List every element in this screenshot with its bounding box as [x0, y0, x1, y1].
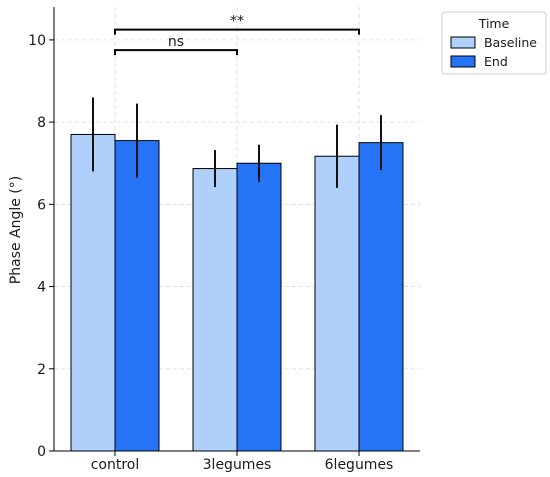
- bar-baseline-3legumes: [192, 168, 238, 452]
- x-tick-label: control: [91, 457, 140, 473]
- y-tick-label: 2: [37, 362, 46, 378]
- significance-bracket: [114, 28, 360, 35]
- legend-label-baseline: Baseline: [484, 35, 537, 50]
- y-tick-label: 4: [37, 280, 46, 296]
- bar-end-control: [114, 140, 160, 452]
- legend-swatch-end: [450, 55, 476, 68]
- bar-end-3legumes: [236, 162, 282, 452]
- y-tick-label: 6: [37, 197, 46, 213]
- bar-baseline-6legumes: [314, 155, 360, 452]
- legend-title: Time: [478, 16, 510, 31]
- y-tick-label: 8: [37, 115, 46, 131]
- bar-baseline-control: [70, 133, 116, 452]
- y-tick-label: 0: [37, 444, 46, 460]
- significance-bracket: [114, 49, 238, 56]
- significance-label: **: [230, 14, 244, 30]
- y-axis-label: Phase Angle (°): [8, 176, 24, 284]
- significance-annotations: ns **: [114, 14, 360, 56]
- x-tick-label: 6legumes: [325, 457, 394, 473]
- error-bars: [92, 97, 382, 188]
- legend-label-end: End: [484, 54, 508, 69]
- legend-swatch-baseline: [450, 36, 476, 49]
- legend: Time Baseline End: [441, 11, 547, 75]
- axes: 0 2 4 6 8 10 control 3legumes 6legumes: [28, 7, 420, 473]
- y-tick-label: 10: [28, 33, 46, 49]
- bars: [70, 133, 404, 452]
- x-tick-label: 3legumes: [203, 457, 272, 473]
- bar-end-6legumes: [358, 142, 404, 452]
- significance-label: ns: [168, 34, 184, 50]
